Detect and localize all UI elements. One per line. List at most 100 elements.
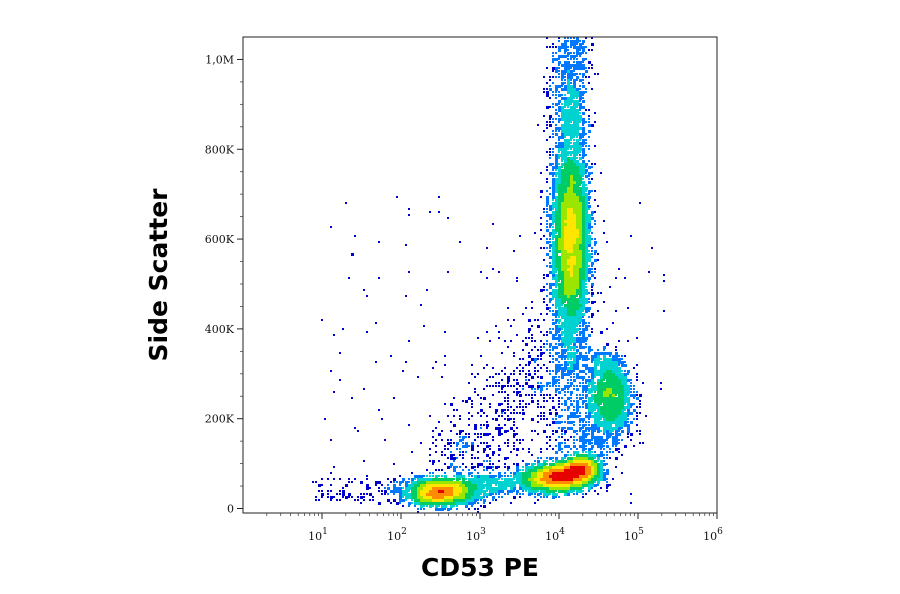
event-point (348, 496, 350, 498)
event-point (546, 448, 548, 450)
event-point (612, 445, 614, 447)
event-point (576, 121, 579, 124)
event-point (618, 358, 621, 361)
event-point (441, 481, 444, 484)
event-point (459, 451, 461, 453)
event-point (459, 499, 462, 502)
event-point (588, 148, 590, 150)
event-point (588, 391, 591, 394)
event-point (564, 274, 567, 277)
event-point (585, 280, 587, 282)
event-point (564, 304, 567, 307)
event-point (540, 313, 542, 315)
event-point (489, 481, 492, 484)
event-point (573, 283, 576, 286)
event-point (555, 196, 558, 199)
event-point (582, 73, 585, 76)
event-point (582, 325, 584, 327)
event-point (564, 55, 567, 58)
event-point (486, 385, 488, 387)
event-point (477, 496, 480, 499)
event-point (558, 67, 560, 69)
event-point (579, 73, 581, 75)
event-point (588, 439, 591, 442)
plot-frame (242, 36, 718, 514)
event-point (528, 355, 531, 358)
event-point (378, 502, 381, 505)
event-point (525, 337, 527, 339)
event-point (576, 106, 578, 108)
event-point (576, 313, 579, 316)
event-point (588, 334, 591, 337)
event-point (561, 490, 564, 493)
event-point (588, 316, 590, 318)
event-point (561, 409, 563, 411)
event-point (507, 376, 510, 379)
event-point (573, 259, 576, 262)
event-point (558, 235, 561, 238)
event-point (429, 487, 432, 490)
event-point (567, 154, 569, 156)
event-point (579, 445, 582, 448)
event-point (585, 364, 588, 367)
event-point (585, 322, 587, 324)
event-point (594, 211, 596, 213)
event-point (375, 322, 377, 324)
event-point (375, 481, 378, 484)
event-point (600, 292, 602, 294)
event-point (576, 160, 579, 163)
event-point (549, 310, 551, 312)
event-point (555, 268, 558, 271)
event-point (543, 415, 545, 417)
event-point (525, 484, 528, 487)
event-point (579, 154, 581, 156)
event-point (414, 493, 417, 496)
event-point (588, 397, 591, 400)
event-point (468, 481, 471, 484)
event-point (567, 445, 570, 448)
event-point (609, 415, 612, 418)
event-point (624, 445, 627, 448)
event-point (459, 448, 461, 450)
event-point (570, 373, 572, 375)
event-point (558, 391, 561, 394)
event-point (561, 286, 564, 289)
event-point (576, 304, 579, 307)
event-point (504, 409, 506, 411)
event-point (516, 493, 518, 495)
event-point (552, 217, 555, 220)
event-point (579, 370, 582, 373)
event-point (603, 379, 605, 381)
event-point (432, 502, 435, 505)
event-point (504, 481, 507, 484)
event-point (585, 367, 588, 370)
event-point (564, 493, 567, 496)
event-point (567, 70, 570, 73)
event-point (483, 460, 485, 462)
event-point (513, 412, 515, 414)
event-point (594, 490, 596, 492)
event-point (564, 208, 567, 211)
event-point (588, 478, 591, 481)
event-point (519, 442, 521, 444)
event-point (630, 379, 632, 381)
event-point (555, 346, 558, 349)
event-point (513, 418, 515, 420)
event-point (549, 262, 551, 264)
event-point (390, 481, 392, 483)
event-point (429, 460, 431, 462)
event-point (507, 445, 509, 447)
event-point (567, 355, 570, 358)
event-point (561, 184, 564, 187)
event-point (546, 94, 549, 97)
event-point (618, 421, 621, 424)
event-point (558, 109, 561, 112)
event-point (558, 370, 560, 372)
event-point (534, 358, 537, 361)
event-point (576, 202, 579, 205)
event-point (561, 460, 564, 463)
event-point (585, 436, 587, 438)
event-point (609, 403, 612, 406)
event-point (555, 67, 558, 70)
event-point (558, 313, 561, 316)
